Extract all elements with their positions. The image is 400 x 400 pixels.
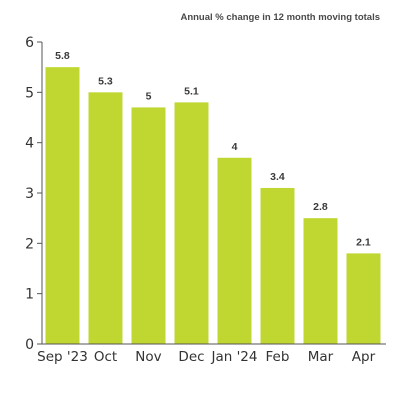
x-tick-label: Oct — [94, 349, 117, 365]
data-label: 3.4 — [270, 171, 285, 183]
chart-subtitle: Annual % change in 12 month moving total… — [180, 12, 380, 23]
y-tick-label: 2 — [25, 236, 34, 252]
x-tick-label: Apr — [352, 349, 376, 365]
data-label: 2.8 — [313, 201, 328, 213]
x-tick-label: Sep '23 — [37, 349, 88, 365]
y-tick-label: 0 — [25, 337, 34, 353]
data-label: 5.1 — [184, 85, 199, 97]
data-label: 5 — [146, 90, 152, 102]
x-tick-label: Jan '24 — [210, 349, 257, 365]
data-label: 2.1 — [356, 236, 371, 248]
x-tick-label: Feb — [266, 349, 290, 365]
bar — [131, 107, 166, 344]
x-axis: Sep '23 Oct Nov Dec Jan '24 Feb Mar Apr — [37, 343, 386, 365]
data-label: 4 — [232, 141, 238, 153]
y-axis: 0 1 2 3 4 5 6 — [25, 35, 43, 353]
bar — [303, 218, 338, 344]
y-tick-label: 3 — [25, 186, 34, 202]
bar — [174, 102, 209, 345]
bar — [88, 92, 123, 344]
y-tick-label: 4 — [25, 136, 34, 152]
bar — [45, 67, 80, 345]
data-labels-group: 5.8 5.3 5 5.1 4 3.4 2.8 2.1 — [55, 50, 371, 248]
data-label: 5.3 — [98, 75, 113, 87]
x-tick-label: Mar — [308, 349, 334, 365]
y-tick-label: 6 — [25, 35, 34, 51]
bars-group — [45, 67, 381, 345]
x-tick-label: Dec — [178, 349, 204, 365]
data-label: 5.8 — [55, 50, 70, 62]
x-tick-label: Nov — [135, 349, 161, 365]
y-tick-label: 5 — [25, 85, 34, 101]
y-tick-label: 1 — [25, 287, 34, 303]
bar — [346, 253, 381, 344]
bar — [217, 157, 252, 344]
bar — [260, 187, 295, 344]
